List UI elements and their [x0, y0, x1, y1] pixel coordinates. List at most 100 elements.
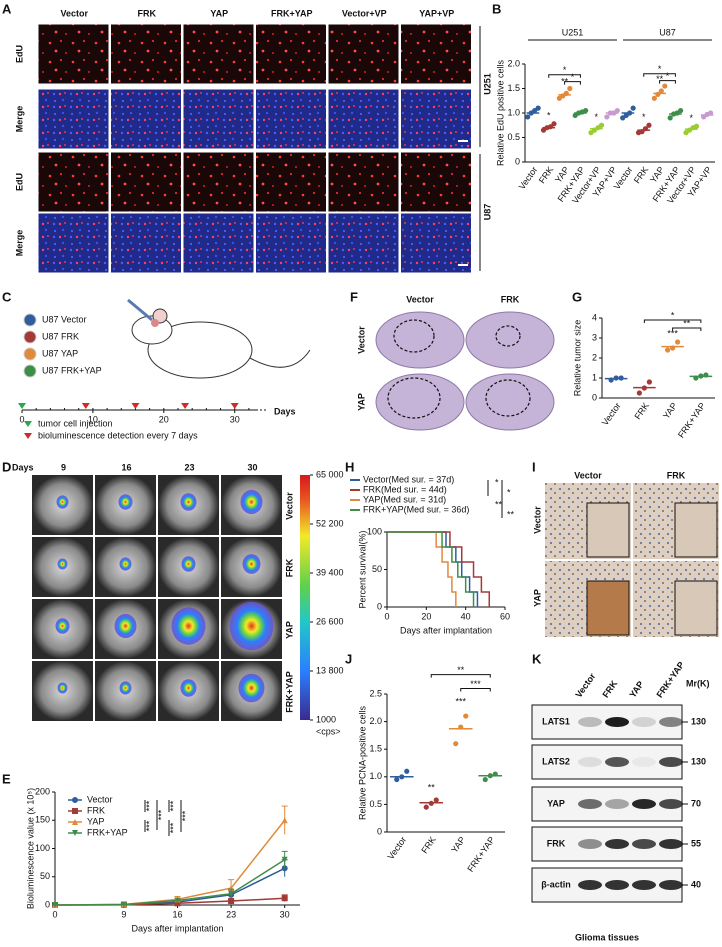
- legend-label: FRK(Med sur. = 44d): [363, 484, 447, 494]
- group-label: U87 FRK+YAP: [42, 365, 102, 375]
- x-tick-label: FRK: [419, 835, 438, 855]
- legend-marker: [24, 433, 32, 439]
- bracket: [548, 74, 581, 78]
- data-point: [487, 773, 493, 779]
- micrograph: [327, 212, 400, 274]
- micrograph: [37, 212, 110, 274]
- x-tick-label: FRK+YAP: [465, 835, 496, 874]
- lane-label: FRK: [600, 678, 619, 699]
- column-label: FRK: [138, 8, 157, 18]
- days-label: Days: [12, 462, 34, 472]
- y-tick-label: 100: [367, 526, 382, 536]
- significance: *: [671, 310, 675, 320]
- micrograph: [255, 88, 327, 150]
- colorbar-tick-label: 39 400: [316, 567, 344, 577]
- group-label: YAP: [284, 621, 294, 639]
- data-point: [399, 774, 405, 780]
- mw-label: 70: [691, 798, 701, 808]
- panel-label: H: [345, 459, 354, 474]
- survival-curve: [387, 531, 457, 607]
- y-tick-label: 3: [592, 332, 597, 342]
- legend-label: FRK+YAP(Med sur. = 36d): [363, 504, 469, 514]
- data-point: [665, 347, 671, 353]
- significance: *: [594, 112, 598, 122]
- band: [605, 717, 629, 727]
- signal: [119, 681, 132, 695]
- bracket: [460, 687, 491, 692]
- mw-label: 55: [691, 838, 701, 848]
- tumor-outline: [495, 325, 521, 347]
- colorbar-tick-label: 26 600: [316, 616, 344, 626]
- x-tick-label: YAP: [449, 835, 467, 855]
- significance: *: [547, 111, 551, 121]
- significance: ***: [144, 820, 154, 831]
- significance: **: [507, 509, 515, 519]
- day-label: 16: [121, 462, 131, 472]
- x-tick-label: 23: [226, 909, 236, 919]
- cell-line-label: U251: [482, 73, 492, 95]
- panel-label: D: [2, 459, 11, 474]
- legend-marker: [72, 830, 78, 836]
- row-label: EdU: [14, 45, 24, 63]
- data-point: [618, 375, 624, 381]
- data-point: [394, 776, 400, 783]
- detection-marker: [181, 403, 190, 409]
- band: [605, 799, 629, 809]
- y-tick-label: 2.5: [369, 688, 382, 698]
- y-tick-label: 4: [592, 312, 597, 322]
- data-point: [614, 107, 620, 114]
- data-point: [52, 902, 58, 908]
- mouse-body: [147, 321, 253, 379]
- blot-frame: [531, 786, 683, 822]
- detection-marker: [81, 403, 90, 409]
- data-point: [453, 741, 459, 747]
- row-label: Vector: [356, 326, 366, 354]
- row-label: Merge: [14, 106, 24, 133]
- brackets: [144, 800, 182, 836]
- bracket: [564, 81, 581, 85]
- x-tick-label: FRK+YAP: [676, 401, 707, 440]
- y-tick-label: 0: [45, 899, 50, 909]
- survival-curve: [387, 531, 479, 607]
- series-line: [54, 859, 286, 906]
- data-point: [174, 897, 181, 904]
- significance: ***: [156, 809, 166, 820]
- timeline-tick-label: 10: [88, 414, 98, 424]
- mw-label: 130: [691, 756, 706, 766]
- lane-label: Vector: [573, 671, 597, 700]
- panel-label: E: [2, 771, 11, 786]
- data-point: [551, 121, 557, 127]
- x-tick-label: 9: [121, 909, 126, 919]
- brain-section: [465, 373, 555, 431]
- band: [578, 717, 602, 727]
- brain-section: [465, 311, 555, 369]
- x-axis-label: Days after implantation: [400, 625, 492, 635]
- data-point: [641, 385, 647, 391]
- ihc-inset: [674, 580, 718, 636]
- timeline-tick-label: 20: [159, 414, 169, 424]
- data-point: [655, 91, 661, 97]
- protein-label: β-actin: [541, 879, 571, 889]
- data-point: [281, 856, 288, 863]
- ihc-inset: [586, 502, 630, 558]
- significance: *: [642, 112, 646, 122]
- data-point: [228, 890, 235, 897]
- band: [578, 839, 602, 849]
- signal: [114, 613, 137, 639]
- significance: ***: [168, 800, 178, 811]
- significance: **: [656, 74, 664, 84]
- y-axis-label: Bioluminescence value (x 10⁵): [25, 788, 35, 909]
- x-tick-label: YAP: [661, 401, 679, 421]
- y-tick-label: 1: [592, 372, 597, 382]
- data-point: [567, 85, 573, 92]
- y-tick-label: 0: [592, 392, 597, 402]
- data-point: [693, 375, 699, 381]
- legend-marker: [72, 797, 78, 803]
- band: [605, 839, 629, 849]
- significance: ***: [455, 697, 466, 707]
- y-tick-label: 1.0: [369, 771, 382, 781]
- signal: [56, 495, 69, 509]
- y-tick-label: 2.0: [369, 716, 382, 726]
- colorbar-tick-label: 1000: [316, 714, 336, 724]
- x-tick-label: 16: [172, 909, 182, 919]
